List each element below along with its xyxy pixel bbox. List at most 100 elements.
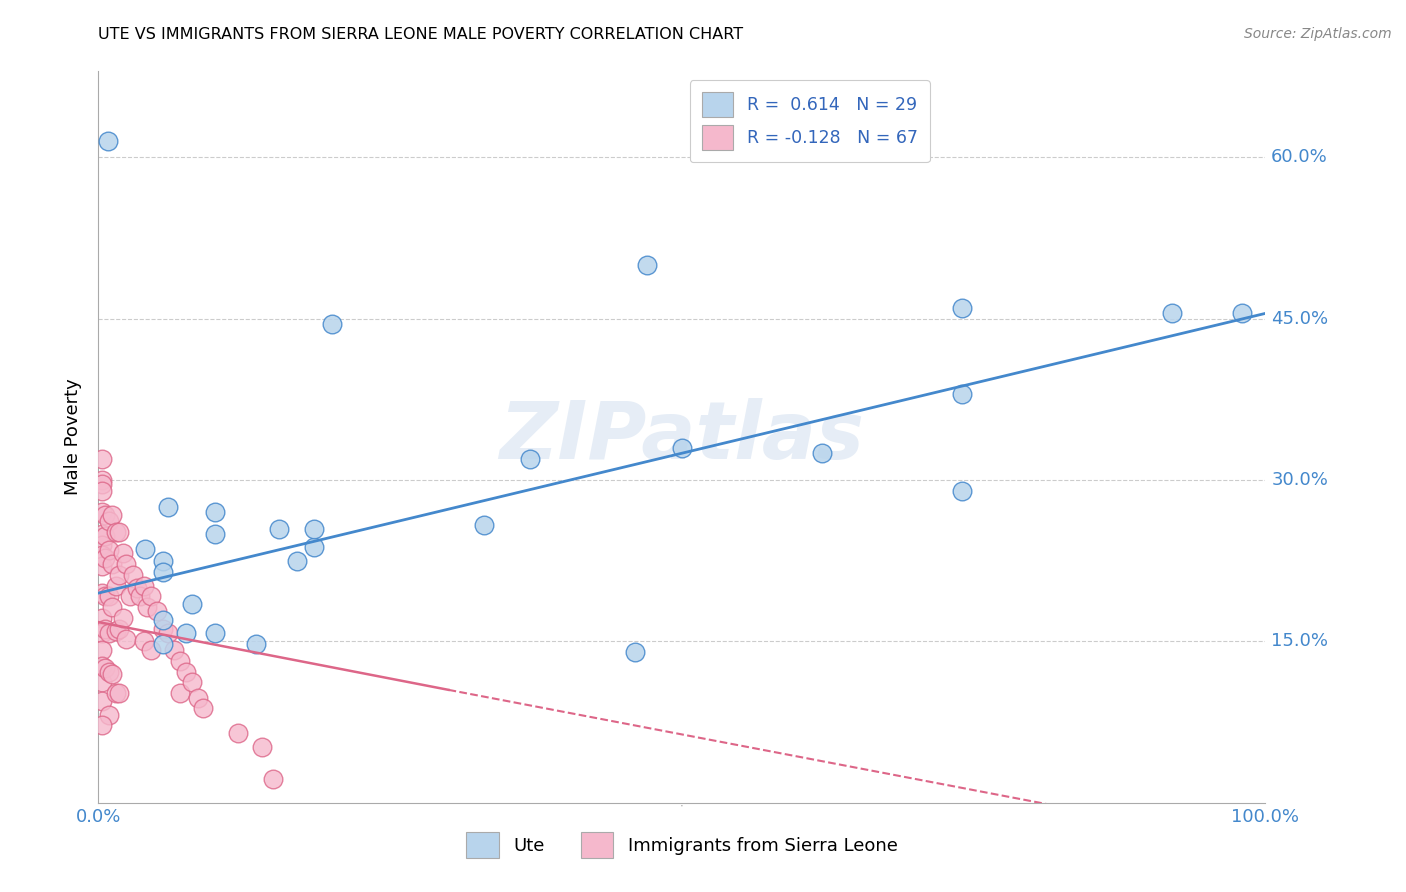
- Point: [132, 578, 155, 592]
- Point: [115, 557, 138, 571]
- Point: [139, 589, 162, 603]
- Point: [152, 565, 174, 579]
- Point: [90, 611, 112, 625]
- Point: [174, 665, 197, 679]
- Point: [152, 554, 174, 568]
- Legend: Ute, Immigrants from Sierra Leone: Ute, Immigrants from Sierra Leone: [457, 823, 907, 867]
- Point: [97, 589, 120, 603]
- Point: [94, 622, 117, 636]
- Point: [671, 441, 693, 455]
- Point: [228, 726, 250, 740]
- Point: [136, 600, 159, 615]
- Point: [104, 624, 127, 638]
- Point: [90, 643, 112, 657]
- Point: [269, 521, 291, 535]
- Point: [97, 514, 120, 528]
- Point: [108, 524, 131, 539]
- Point: [811, 446, 834, 460]
- Point: [169, 654, 191, 668]
- Point: [101, 600, 124, 615]
- Point: [108, 567, 131, 582]
- Point: [285, 554, 308, 568]
- Point: [152, 637, 174, 651]
- Point: [472, 518, 495, 533]
- Point: [118, 589, 141, 603]
- Point: [304, 540, 326, 554]
- Point: [245, 637, 267, 651]
- Point: [94, 550, 117, 565]
- Point: [97, 625, 120, 640]
- Text: ZIPatlas: ZIPatlas: [499, 398, 865, 476]
- Point: [90, 473, 112, 487]
- Point: [90, 483, 112, 498]
- Point: [104, 578, 127, 592]
- Point: [101, 557, 124, 571]
- Point: [104, 524, 127, 539]
- Point: [90, 675, 112, 690]
- Point: [101, 508, 124, 522]
- Point: [950, 387, 973, 401]
- Text: Source: ZipAtlas.com: Source: ZipAtlas.com: [1244, 27, 1392, 41]
- Point: [146, 604, 169, 618]
- Text: UTE VS IMMIGRANTS FROM SIERRA LEONE MALE POVERTY CORRELATION CHART: UTE VS IMMIGRANTS FROM SIERRA LEONE MALE…: [98, 27, 744, 42]
- Point: [204, 505, 226, 519]
- Point: [90, 718, 112, 732]
- Point: [169, 686, 191, 700]
- Point: [193, 701, 215, 715]
- Point: [90, 659, 112, 673]
- Point: [90, 505, 112, 519]
- Point: [157, 625, 180, 640]
- Point: [204, 625, 226, 640]
- Point: [304, 521, 326, 535]
- Point: [139, 643, 162, 657]
- Point: [204, 527, 226, 541]
- Point: [163, 643, 186, 657]
- Text: 45.0%: 45.0%: [1271, 310, 1329, 327]
- Point: [90, 559, 112, 574]
- Point: [187, 691, 209, 706]
- Point: [97, 707, 120, 722]
- Point: [134, 541, 156, 556]
- Point: [519, 451, 541, 466]
- Point: [174, 625, 197, 640]
- Point: [90, 693, 112, 707]
- Point: [129, 589, 152, 603]
- Point: [108, 686, 131, 700]
- Text: 60.0%: 60.0%: [1271, 148, 1329, 167]
- Point: [111, 611, 134, 625]
- Point: [1161, 306, 1184, 320]
- Point: [94, 589, 117, 603]
- Point: [90, 451, 112, 466]
- Point: [90, 477, 112, 491]
- Point: [132, 634, 155, 648]
- Point: [97, 665, 120, 679]
- Point: [90, 527, 112, 541]
- Point: [950, 483, 973, 498]
- Point: [1230, 306, 1253, 320]
- Point: [125, 581, 148, 595]
- Point: [180, 597, 202, 611]
- Point: [90, 538, 112, 552]
- Point: [115, 632, 138, 647]
- Y-axis label: Male Poverty: Male Poverty: [65, 379, 83, 495]
- Point: [94, 661, 117, 675]
- Point: [321, 317, 343, 331]
- Point: [111, 546, 134, 560]
- Point: [94, 529, 117, 543]
- Point: [262, 772, 284, 786]
- Point: [94, 508, 117, 522]
- Text: 30.0%: 30.0%: [1271, 471, 1329, 489]
- Point: [90, 549, 112, 563]
- Point: [90, 625, 112, 640]
- Point: [108, 622, 131, 636]
- Point: [101, 666, 124, 681]
- Point: [122, 567, 145, 582]
- Point: [157, 500, 180, 514]
- Point: [152, 613, 174, 627]
- Text: 15.0%: 15.0%: [1271, 632, 1329, 650]
- Point: [97, 134, 120, 148]
- Point: [250, 739, 273, 754]
- Point: [97, 543, 120, 558]
- Point: [152, 622, 174, 636]
- Point: [950, 301, 973, 315]
